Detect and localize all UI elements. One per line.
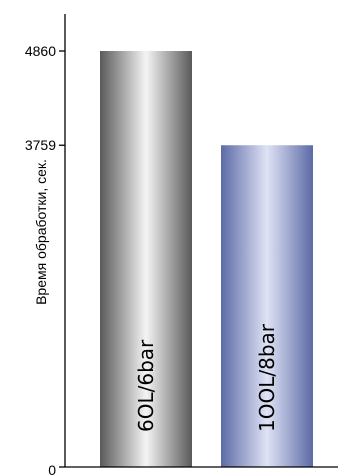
y-tick-label: 4860 [25,43,56,59]
bars-group [100,51,313,467]
y-tick-label: 3759 [25,137,56,153]
bar-1 [100,51,192,467]
bar-label-1: 6OL/6bar [134,339,158,432]
axes-group [64,14,338,468]
y-tick-label: 0 [48,462,56,475]
y-ticks-group: 0 3759 4860 [25,43,65,475]
bar-labels-group: 6OL/6bar 1OOL/8bar [134,323,279,432]
bar-label-2: 1OOL/8bar [255,323,279,432]
bar-2 [221,145,313,467]
y-axis-title: Время обработки, сек. [33,159,49,305]
